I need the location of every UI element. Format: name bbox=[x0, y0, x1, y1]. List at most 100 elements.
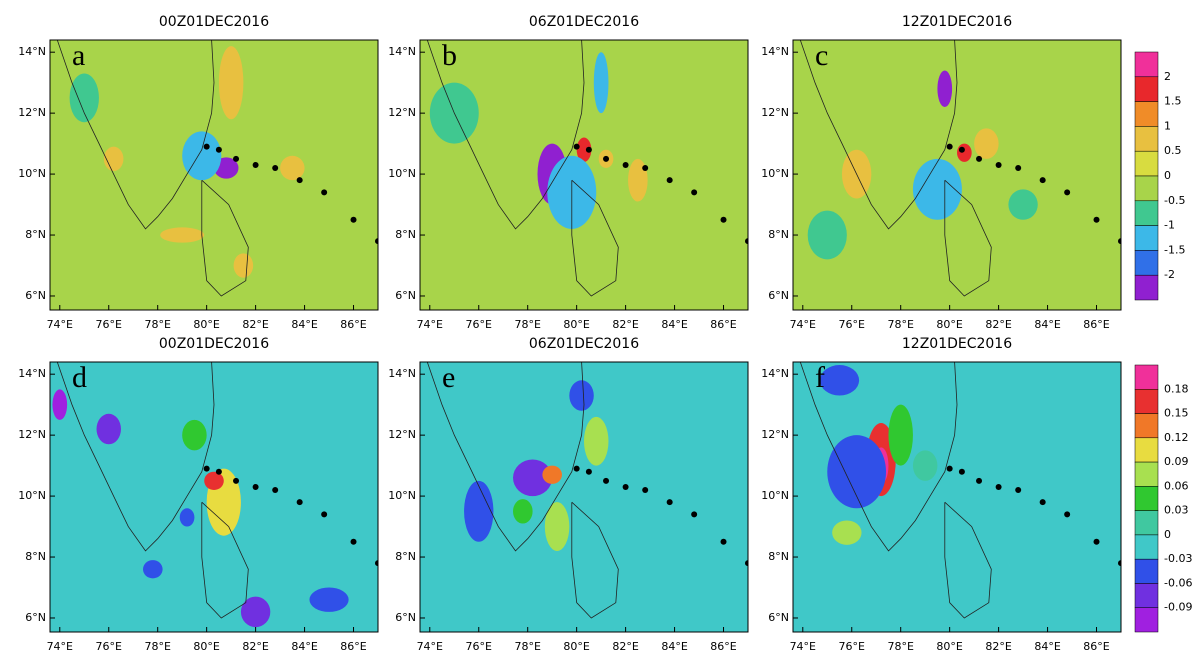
colorbar-box bbox=[1134, 200, 1159, 226]
lon-label: 78°E bbox=[514, 318, 540, 331]
contour-blob bbox=[464, 480, 494, 542]
cyclone-symbol bbox=[1064, 511, 1071, 518]
lon-label: 86°E bbox=[340, 640, 366, 653]
colorbar-box bbox=[1134, 461, 1159, 487]
contour-blob bbox=[912, 450, 938, 481]
cyclone-symbol bbox=[642, 486, 649, 493]
lat-label: 12°N bbox=[18, 428, 46, 441]
lon-label: 80°E bbox=[563, 640, 589, 653]
lon-label: 74°E bbox=[417, 318, 443, 331]
lat-label: 6°N bbox=[395, 611, 416, 624]
panel-letter: d bbox=[72, 361, 87, 394]
colorbar-label: 1.5 bbox=[1164, 95, 1182, 108]
lon-label: 76°E bbox=[839, 318, 865, 331]
cyclone-symbol bbox=[642, 164, 649, 171]
lat-label: 14°N bbox=[18, 367, 46, 380]
lat-label: 10°N bbox=[761, 489, 789, 502]
lon-label: 82°E bbox=[985, 640, 1011, 653]
cyclone-symbol bbox=[296, 177, 303, 184]
colorbar-box bbox=[1134, 389, 1159, 414]
map-panel: 06Z01DEC2016 b 74°E 76°E 78°E 80°E 82°E 84°E 86°… bbox=[388, 14, 749, 331]
map-panel: 12Z01DEC2016 c 74°E 76°E 78°E 80°E 82°E 84°E 86°… bbox=[761, 14, 1122, 331]
cyclone-symbol bbox=[350, 538, 357, 545]
coastline bbox=[56, 40, 215, 230]
lat-label: 14°N bbox=[388, 367, 416, 380]
map-panel: 00Z01DEC2016 d 74°E 76°E 78°E 80°E 82°E 84°E 86°… bbox=[18, 336, 379, 653]
contour-blob bbox=[513, 499, 533, 524]
lon-label: 82°E bbox=[612, 640, 638, 653]
contour-blob bbox=[888, 404, 913, 466]
contour-blob bbox=[593, 52, 609, 114]
lat-label: 6°N bbox=[768, 289, 789, 302]
panel-title: 00Z01DEC2016 bbox=[159, 336, 269, 352]
colorbar-label: -0.09 bbox=[1164, 601, 1192, 614]
map-field bbox=[793, 362, 1121, 632]
lat-label: 8°N bbox=[768, 228, 789, 241]
cyclone-symbol bbox=[203, 143, 210, 150]
coastline bbox=[944, 501, 992, 619]
cyclone-symbol bbox=[1064, 189, 1071, 196]
cyclone-symbol bbox=[321, 189, 328, 196]
cyclone-symbol bbox=[272, 164, 279, 171]
cyclone-symbol bbox=[745, 560, 748, 567]
cyclone-symbol bbox=[585, 146, 592, 153]
colorbar-box bbox=[1134, 534, 1159, 560]
lon-label: 74°E bbox=[790, 318, 816, 331]
map-frame bbox=[792, 39, 1122, 311]
lat-label: 8°N bbox=[768, 550, 789, 563]
lon-label: 78°E bbox=[887, 640, 913, 653]
cyclone-symbol bbox=[691, 511, 698, 518]
lat-label: 14°N bbox=[761, 45, 789, 58]
contour-blob bbox=[957, 143, 972, 162]
cyclone-symbol bbox=[1093, 538, 1100, 545]
lon-label: 82°E bbox=[242, 640, 268, 653]
colorbar-box bbox=[1134, 437, 1159, 463]
lat-label: 8°N bbox=[395, 550, 416, 563]
cyclone-symbol bbox=[573, 465, 580, 472]
lon-label: 80°E bbox=[193, 640, 219, 653]
cyclone-symbol bbox=[691, 189, 698, 196]
coastline bbox=[426, 40, 585, 230]
contour-blob bbox=[912, 158, 962, 220]
cyclone-symbol bbox=[1118, 560, 1121, 567]
lat-label: 10°N bbox=[18, 167, 46, 180]
colorbar-label: -1 bbox=[1164, 219, 1175, 232]
contour-blob bbox=[937, 70, 953, 108]
lat-label: 6°N bbox=[25, 289, 46, 302]
lon-label: 80°E bbox=[563, 318, 589, 331]
colorbar-box bbox=[1134, 51, 1159, 78]
cyclone-symbol bbox=[666, 499, 673, 506]
contour-blob bbox=[832, 520, 862, 545]
cyclone-symbol bbox=[1093, 216, 1100, 223]
lon-label: 74°E bbox=[47, 640, 73, 653]
cyclone-symbol bbox=[622, 483, 629, 490]
colorbar-box bbox=[1134, 558, 1159, 584]
cyclone-symbol bbox=[1039, 177, 1046, 184]
cyclone-symbol bbox=[272, 486, 279, 493]
cyclone-symbol bbox=[720, 538, 727, 545]
lon-label: 76°E bbox=[466, 640, 492, 653]
lat-label: 6°N bbox=[768, 611, 789, 624]
lat-label: 10°N bbox=[761, 167, 789, 180]
colorbar-box bbox=[1134, 364, 1159, 390]
lon-label: 78°E bbox=[144, 640, 170, 653]
contour-blob bbox=[52, 389, 68, 420]
cyclone-symbol bbox=[603, 477, 610, 484]
colorbar-box bbox=[1134, 126, 1159, 152]
panel-letter: c bbox=[815, 39, 828, 72]
contour-blob bbox=[204, 471, 224, 490]
lon-label: 76°E bbox=[839, 640, 865, 653]
lon-label: 74°E bbox=[790, 640, 816, 653]
cyclone-symbol bbox=[946, 143, 953, 150]
colorbar-label: 0.15 bbox=[1164, 407, 1189, 420]
lon-label: 82°E bbox=[985, 318, 1011, 331]
colorbar-label: 0.18 bbox=[1164, 382, 1189, 395]
lon-label: 86°E bbox=[340, 318, 366, 331]
map-panel: 12Z01DEC2016 f 74°E 76°E 78°E 80°E 82°E 84°E 86°… bbox=[761, 336, 1122, 653]
cyclone-symbol bbox=[958, 468, 965, 475]
cyclone-symbol bbox=[1039, 499, 1046, 506]
map-field bbox=[50, 40, 378, 310]
cyclone-symbol bbox=[375, 238, 378, 245]
colorbar-label: 1 bbox=[1164, 119, 1171, 132]
cyclone-symbol bbox=[203, 465, 210, 472]
